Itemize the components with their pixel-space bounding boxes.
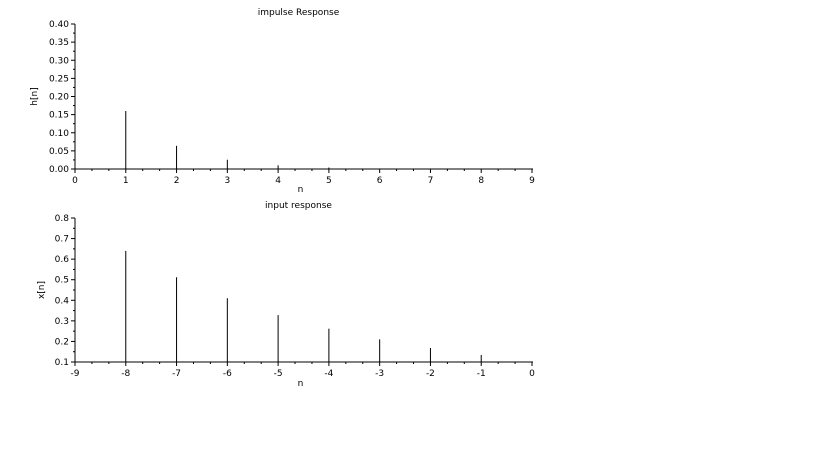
y-axis-label: x[n] <box>37 281 47 299</box>
x-tick-label: -9 <box>71 369 80 379</box>
x-tick-label: 1 <box>123 176 129 186</box>
y-tick-label: 0.35 <box>49 38 69 48</box>
x-tick-label: -7 <box>172 369 181 379</box>
x-axis-label: n <box>298 379 304 389</box>
input-response-plot: 0.1 0.2 0.3 0.4 0.5 0.6 0.7 0.8 -9 -8 -7 -6 -5 -4 -3 -2… <box>37 201 535 389</box>
x-tick-label: 2 <box>174 176 180 186</box>
y-tick-label: 0.5 <box>55 276 69 286</box>
y-tick-label: 0.00 <box>49 165 69 175</box>
y-tick-label: 0.40 <box>49 20 69 30</box>
x-tick-label: -6 <box>223 369 232 379</box>
y-axis-label: h[n] <box>30 87 40 105</box>
x-tick-label: -2 <box>426 369 435 379</box>
y-tick-label: 0.10 <box>49 129 69 139</box>
chart-title: input response <box>265 201 332 211</box>
x-tick-label: -5 <box>274 369 283 379</box>
x-tick-label: 7 <box>428 176 434 186</box>
y-tick-label: 0.25 <box>49 74 69 84</box>
x-tick-label: -1 <box>477 369 486 379</box>
y-tick-label: 0.30 <box>49 56 69 66</box>
y-tick-label: 0.1 <box>55 358 69 368</box>
y-tick-label: 0.20 <box>49 93 69 103</box>
x-tick-label: 5 <box>326 176 332 186</box>
x-tick-label: -4 <box>324 369 333 379</box>
y-tick-label: 0.2 <box>55 337 69 347</box>
y-tick-label: 0.3 <box>55 317 69 327</box>
x-tick-label: 3 <box>224 176 230 186</box>
x-axis-label: n <box>298 185 304 195</box>
y-tick-label: 0.6 <box>55 255 70 265</box>
x-tick-label: 4 <box>275 176 281 186</box>
y-tick-label: 0.05 <box>49 147 69 157</box>
x-tick-label: 8 <box>478 176 484 186</box>
y-tick-label: 0.8 <box>55 214 70 224</box>
impulse-response-plot: 0.00 0.05 0.10 0.15 0.20 0.25 0.30 0.35 0.40 0 1 2 3… <box>30 8 535 195</box>
x-tick-label: 0 <box>72 176 78 186</box>
x-tick-label: 9 <box>529 176 535 186</box>
x-tick-label: -3 <box>375 369 384 379</box>
y-tick-label: 0.7 <box>55 235 69 245</box>
x-tick-label: 0 <box>529 369 535 379</box>
chart-title: impulse Response <box>258 8 340 18</box>
x-tick-label: -8 <box>121 369 130 379</box>
y-tick-label: 0.15 <box>49 111 69 121</box>
y-tick-label: 0.4 <box>55 296 70 306</box>
x-tick-label: 6 <box>377 176 383 186</box>
